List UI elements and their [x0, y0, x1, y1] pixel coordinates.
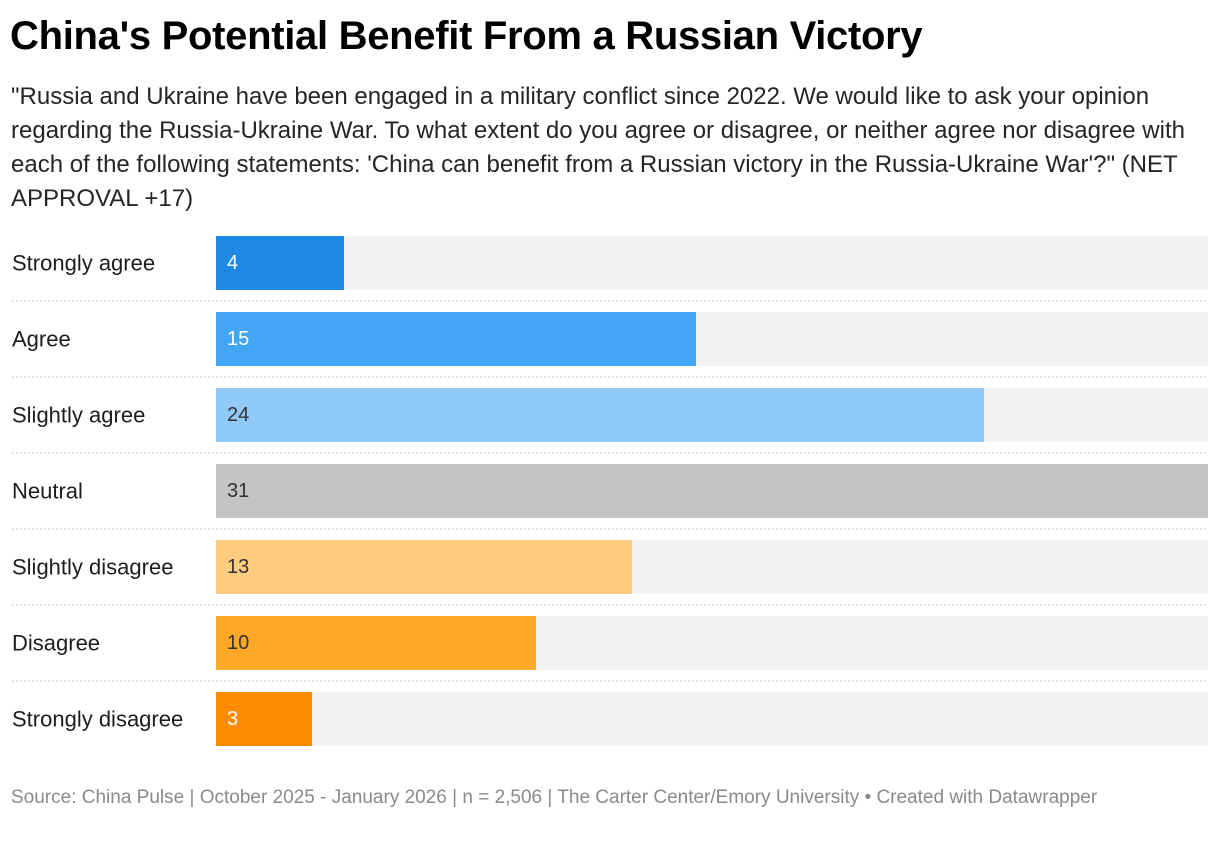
- bar-row-slightly-disagree: Slightly disagree 13: [12, 540, 1208, 594]
- bar-neutral: [216, 464, 1208, 518]
- category-label-agree: Agree: [12, 327, 71, 352]
- bar-value-slightly-disagree: 13: [227, 556, 249, 578]
- bar-value-strongly-disagree: 3: [227, 708, 238, 730]
- category-label-disagree: Disagree: [12, 631, 100, 656]
- bar-row-disagree: Disagree 10: [12, 616, 1208, 670]
- bar-strongly-agree: [216, 236, 344, 290]
- bar-track-strongly-agree: [216, 236, 1208, 290]
- bar-row-strongly-disagree: Strongly disagree 3: [12, 692, 1208, 746]
- category-label-slightly-disagree: Slightly disagree: [12, 555, 173, 580]
- bar-agree: [216, 312, 696, 366]
- bar-strongly-disagree: [216, 692, 312, 746]
- category-label-slightly-agree: Slightly agree: [12, 403, 145, 428]
- bar-track-strongly-disagree: [216, 692, 1208, 746]
- chart-subtitle: "Russia and Ukraine have been engaged in…: [11, 83, 1185, 212]
- bar-row-strongly-agree: Strongly agree 4: [12, 236, 1208, 290]
- bar-row-agree: Agree 15: [12, 312, 1208, 366]
- bar-row-neutral: Neutral 31: [12, 464, 1208, 518]
- bar-disagree: [216, 616, 536, 670]
- chart-area: Strongly agree 4 Agree 15 Slightly agree 24 Ne…: [0, 224, 1220, 764]
- category-label-strongly-disagree: Strongly disagree: [12, 707, 183, 732]
- bar-value-disagree: 10: [227, 632, 249, 654]
- bar-value-strongly-agree: 4: [227, 252, 238, 274]
- bar-slightly-disagree: [216, 540, 632, 594]
- source-footer: Source: China Pulse | October 2025 - Jan…: [11, 787, 1098, 808]
- bar-chart: Strongly agree 4 Agree 15 Slightly agree 24 Ne…: [12, 236, 1208, 746]
- category-label-neutral: Neutral: [12, 479, 83, 504]
- bar-slightly-agree: [216, 388, 984, 442]
- bar-value-agree: 15: [227, 328, 249, 350]
- category-label-strongly-agree: Strongly agree: [12, 251, 155, 276]
- bar-value-slightly-agree: 24: [227, 404, 249, 426]
- bar-value-neutral: 31: [227, 480, 249, 502]
- bar-row-slightly-agree: Slightly agree 24: [12, 388, 1208, 442]
- chart-title: China's Potential Benefit From a Russian…: [10, 14, 923, 58]
